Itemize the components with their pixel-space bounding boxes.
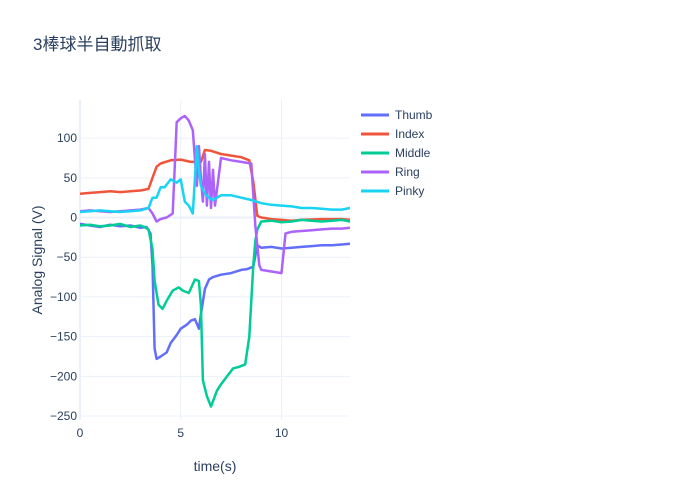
y-axis-title: Analog Signal (V) [29, 206, 45, 315]
series-line-index [80, 148, 350, 222]
legend-item-index[interactable]: Index [361, 127, 424, 141]
x-tick-label: 10 [275, 426, 289, 440]
chart-title: 3棒球半自動抓取 [33, 35, 161, 54]
legend-item-middle[interactable]: Middle [361, 146, 431, 160]
legend[interactable]: Thumb Index Middle Ring Pinky [361, 108, 433, 198]
y-tick-label: −150 [50, 330, 77, 344]
legend-label: Ring [395, 165, 420, 179]
series-line-pinky [80, 144, 350, 215]
series-line-thumb [80, 222, 350, 361]
y-tick-label: 50 [64, 171, 78, 185]
legend-label: Index [395, 127, 424, 141]
x-axis-ticks: 0 5 10 [77, 426, 289, 440]
x-tick-label: 0 [77, 426, 84, 440]
legend-item-pinky[interactable]: Pinky [361, 184, 424, 198]
legend-item-ring[interactable]: Ring [361, 165, 420, 179]
legend-item-thumb[interactable]: Thumb [361, 108, 433, 122]
grid [79, 100, 350, 420]
legend-label: Thumb [395, 108, 433, 122]
series-line-middle [80, 218, 350, 408]
y-tick-label: 0 [70, 211, 77, 225]
y-tick-label: −200 [50, 369, 77, 383]
series-lines [80, 114, 350, 408]
y-tick-label: 100 [57, 131, 77, 145]
y-tick-label: −250 [50, 409, 77, 423]
legend-label: Middle [395, 146, 431, 160]
y-tick-label: −50 [57, 250, 78, 264]
legend-label: Pinky [395, 184, 424, 198]
series-line-ring [80, 114, 350, 275]
y-tick-label: −100 [50, 290, 77, 304]
x-axis-title: time(s) [194, 458, 237, 474]
x-tick-label: 5 [177, 426, 184, 440]
y-axis-ticks: −250 −200 −150 −100 −50 0 50 100 [50, 131, 77, 423]
